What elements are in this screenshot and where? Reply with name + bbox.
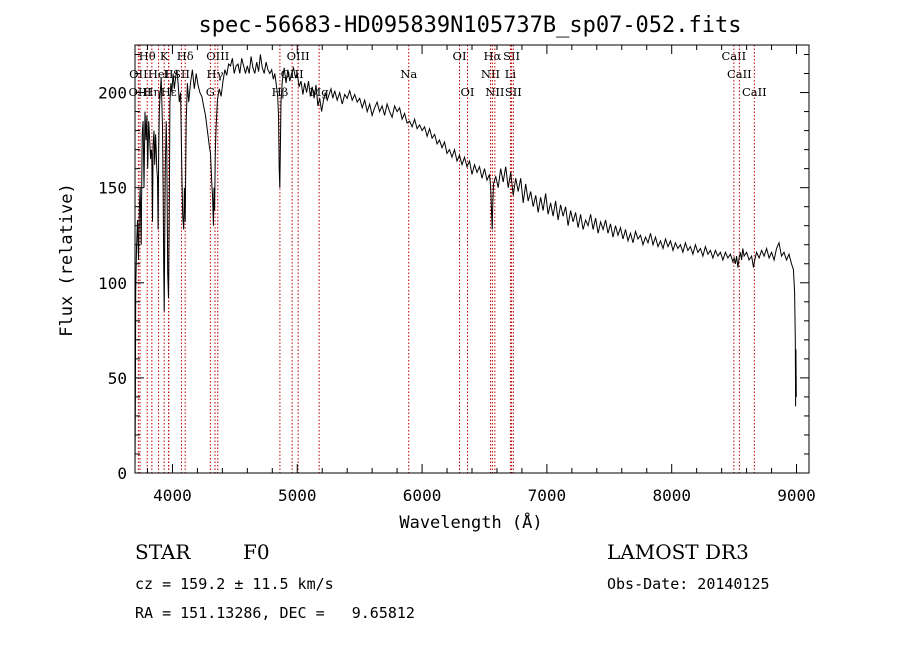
line-marker-label-22: NII [485,85,504,99]
object-class: STAR [135,540,191,564]
y-tick-label: 150 [98,179,127,198]
x-tick-label: 7000 [528,486,567,505]
chart-title: spec-56683-HD095839N105737B_sp07-052.fit… [198,13,741,38]
line-marker-label-11: OIII [206,49,229,63]
observation-date: Obs-Date: 20140125 [607,575,770,593]
x-tick-label: 9000 [777,486,816,505]
y-tick-label: 0 [117,464,127,483]
line-marker-label-12: Hγ [207,67,224,81]
coordinates: RA = 151.13286, DEC = 9.65812 [135,604,415,622]
redshift-velocity: cz = 159.2 ± 11.5 km/s [135,575,334,593]
x-tick-label: 4000 [153,486,192,505]
x-axis-label: Wavelength (Å) [399,511,542,533]
line-marker-label-15: OIII [287,49,310,63]
line-marker-label-23: SII [503,49,520,63]
line-marker-label-7: Hε [161,85,177,99]
survey-name: LAMOST DR3 [607,540,749,564]
line-marker-label-0: Hθ [139,49,156,63]
line-marker-label-20: NII [481,67,500,81]
line-marker-label-19: OI [461,85,475,99]
line-marker-label-13: Hβ [272,85,289,99]
object-subclass: F0 [243,540,270,564]
line-marker-label-3: Hη [143,85,160,99]
spectrum-line [134,54,797,470]
y-tick-label: 200 [98,84,127,103]
line-marker-label-27: CaII [727,67,752,81]
spectral-line-markers: HθOIIOIIIHηHeIKHHεSIIHδGOIIIHγHβOIIIOIII… [128,45,767,473]
axis-ticks: 4000 5000 6000 7000 8000 9000 0 50 100 150 200 [98,45,816,505]
line-marker-label-9: Hδ [177,49,194,63]
line-marker-label-28: CaII [742,85,767,99]
y-tick-label: 50 [108,369,127,388]
line-marker-label-18: OI [453,49,467,63]
line-marker-label-24: Li [505,67,517,81]
line-marker-label-2: OIII [128,85,151,99]
x-tick-label: 5000 [278,486,317,505]
line-marker-label-26: CaII [721,49,746,63]
x-tick-label: 8000 [652,486,691,505]
x-tick-label: 6000 [403,486,442,505]
line-marker-label-25: SII [505,85,522,99]
y-tick-label: 100 [98,274,127,293]
y-axis-label: Flux (relative) [57,183,77,337]
line-marker-label-17: Na [400,67,417,81]
line-marker-label-21: Hα [483,49,501,63]
plot-frame [134,44,810,474]
line-marker-label-10: G [206,85,215,99]
line-marker-label-5: K [160,49,169,63]
